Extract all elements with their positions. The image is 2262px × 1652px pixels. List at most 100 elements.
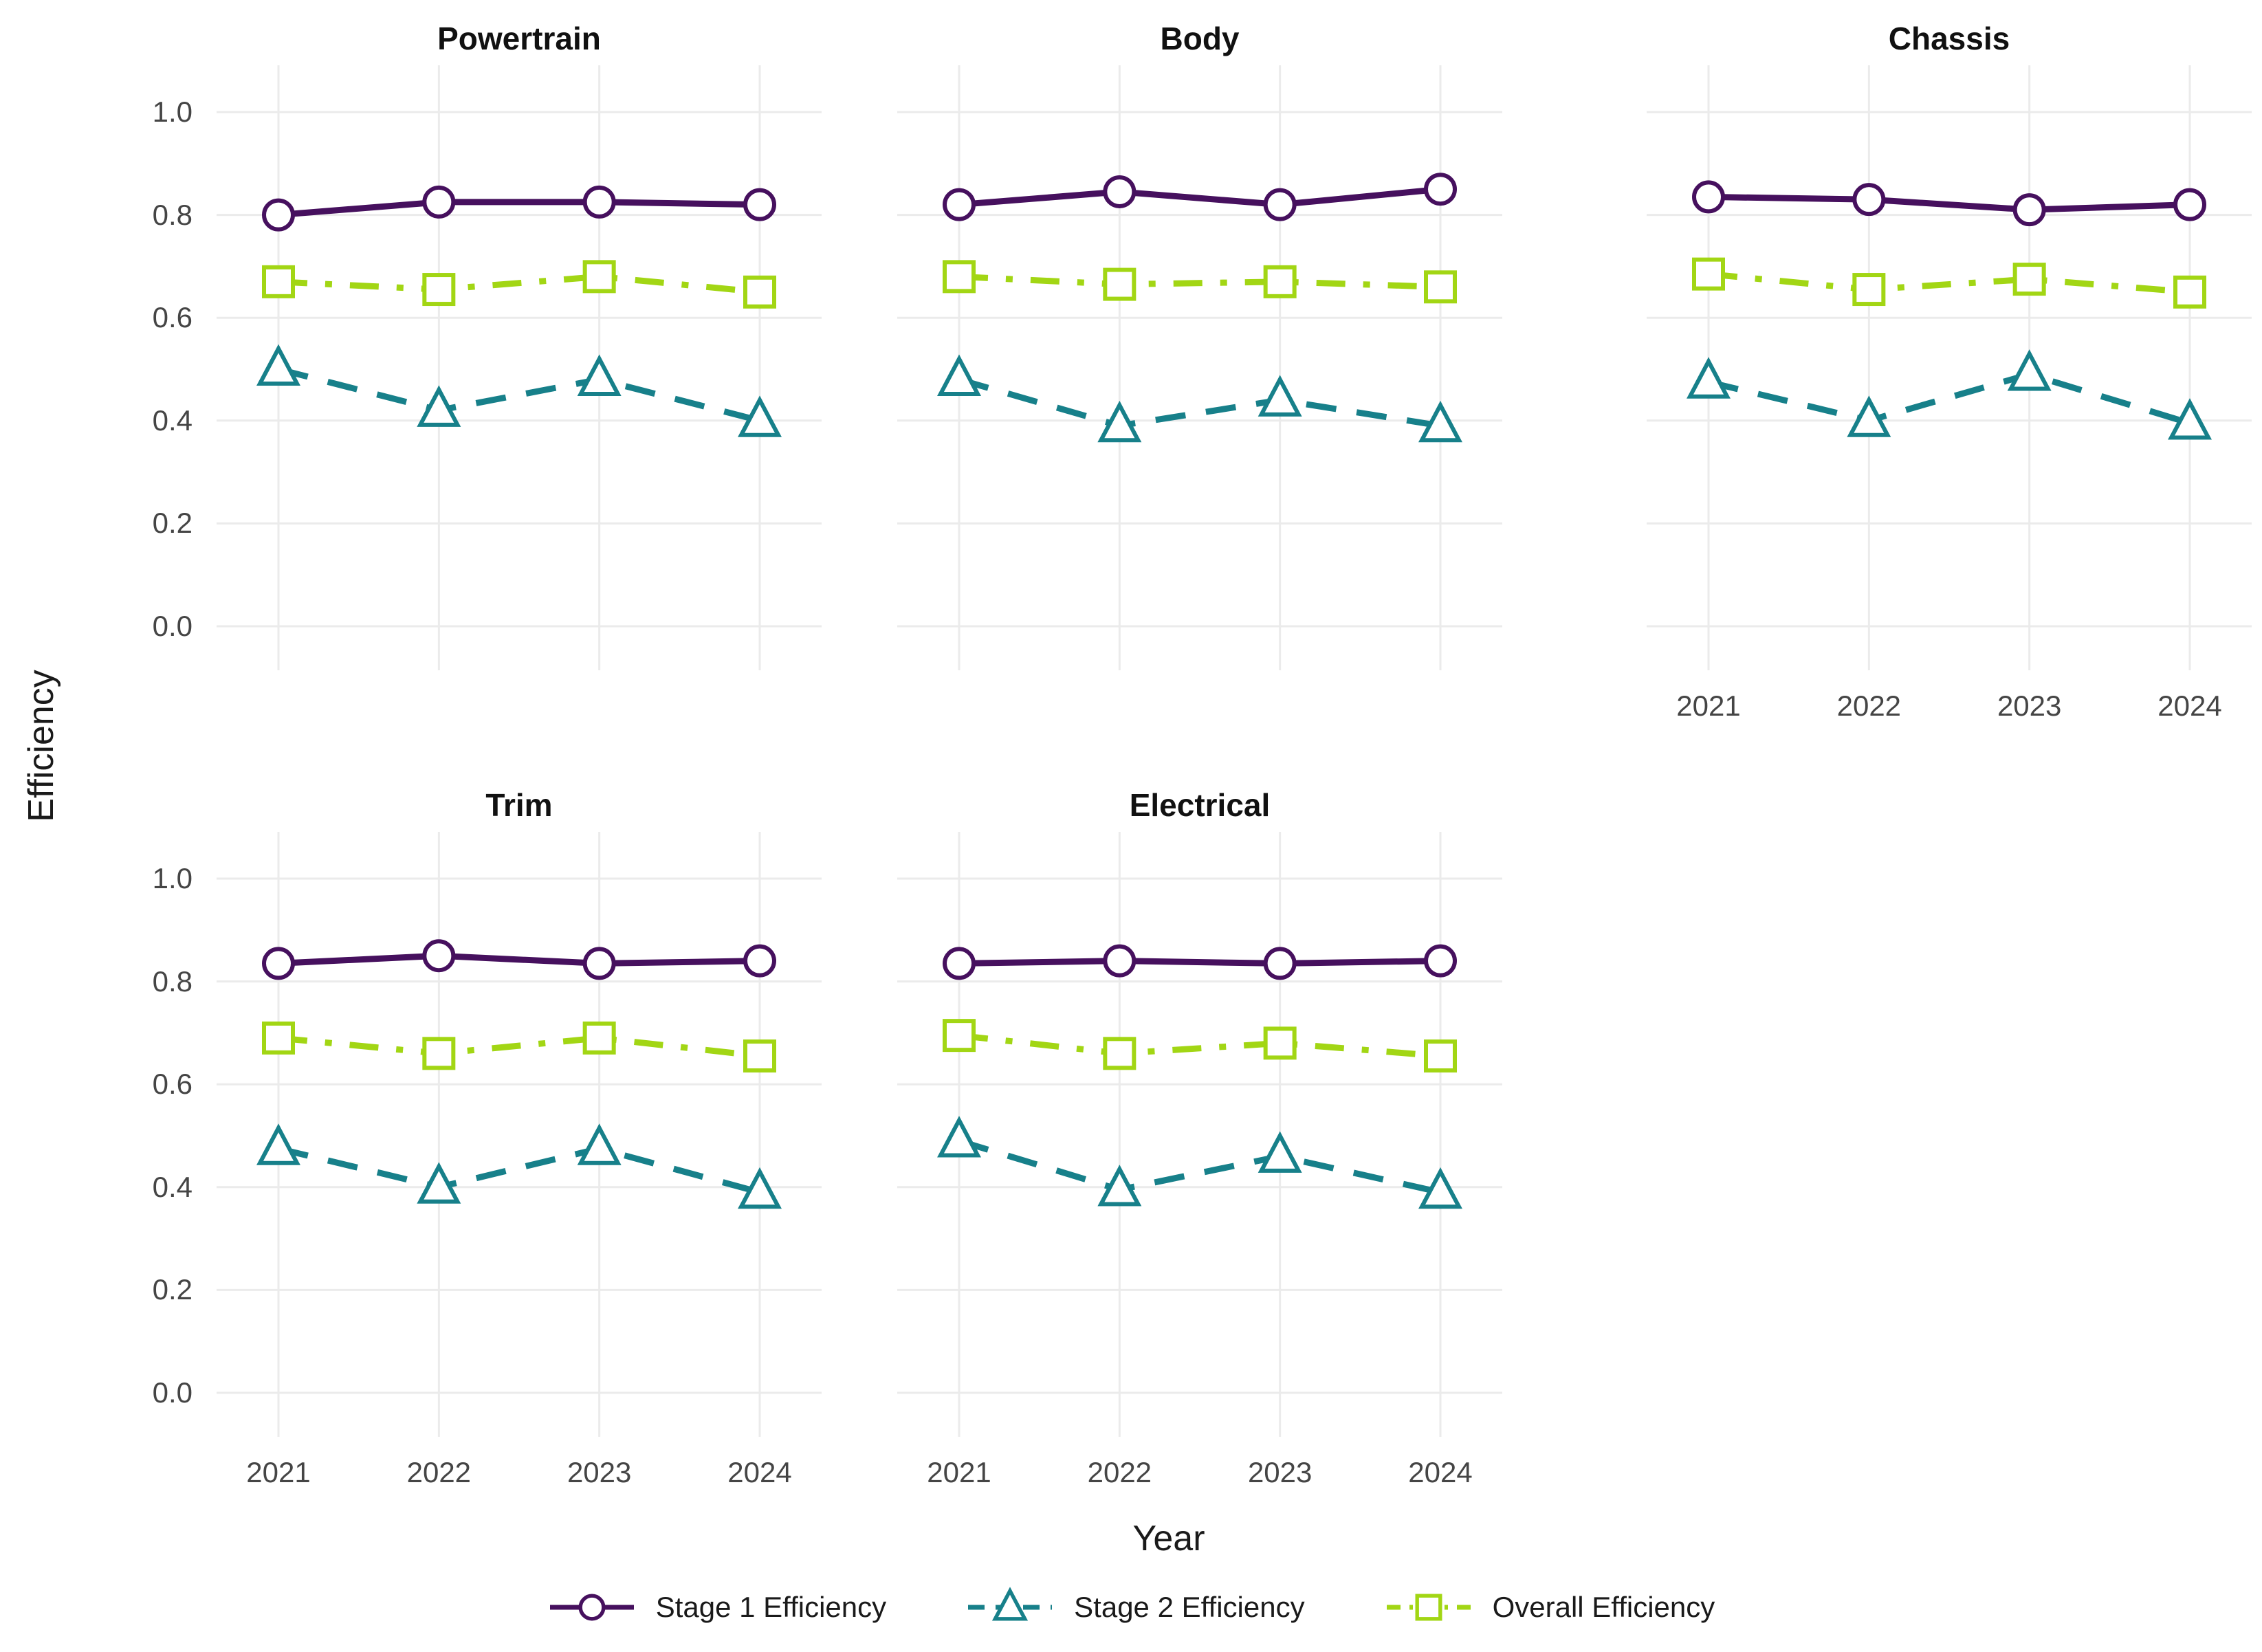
legend-item-overall: Overall Efficiency (1384, 1585, 1715, 1629)
square-marker (1263, 1026, 1297, 1060)
triangle-marker (1847, 395, 1891, 437)
triangle-marker (738, 1167, 782, 1209)
facet-body: Body (897, 21, 1502, 670)
y-tick-label: 0.8 (152, 965, 193, 998)
circle-marker (2173, 188, 2206, 221)
square-marker (1103, 1037, 1137, 1070)
circle-marker (1692, 180, 1725, 214)
facet-trim: Trim 0.0 0.2 0.4 0.6 0.8 1.0 2021 2022 2023 2024 (153, 787, 822, 1488)
series-line (958, 273, 1441, 290)
facet-chassis: Chassis 2021 2022 2023 2024 (1647, 21, 2252, 722)
facet-panel (217, 65, 822, 670)
legend-item-stage2: Stage 2 Efficiency (965, 1585, 1305, 1629)
circle-marker (743, 944, 776, 978)
legend-key-svg (968, 1587, 1053, 1621)
square-marker (582, 260, 616, 294)
series-line (1708, 271, 2190, 296)
y-tick-label: 0.0 (152, 610, 193, 642)
y-tick-label: 0.6 (152, 301, 193, 334)
circle-marker (1424, 173, 1457, 206)
circle-marker (422, 939, 456, 973)
stage1-circle-key-icon (547, 1585, 637, 1629)
circle-marker (582, 185, 616, 219)
x-tick-label: 2022 (1087, 1456, 1152, 1488)
x-tick-label: 2023 (1247, 1456, 1313, 1488)
circle-marker (582, 947, 616, 980)
series-line (277, 366, 761, 424)
triangle-marker (417, 385, 461, 427)
circle-marker (1263, 947, 1297, 980)
y-tick-label: 0.2 (152, 507, 193, 540)
circle-marker (2012, 193, 2046, 227)
square-marker (1424, 1039, 1457, 1073)
facet-plot-svg (897, 65, 1502, 670)
series-line (1707, 371, 2191, 426)
legend-key-svg (549, 1594, 634, 1621)
y-tick-label: 0.2 (152, 1273, 193, 1306)
legend-label: Stage 2 Efficiency (1074, 1591, 1305, 1623)
series-line (278, 952, 760, 967)
square-marker (1424, 270, 1457, 304)
square-marker (743, 275, 776, 309)
x-tick-label: 2022 (406, 1456, 472, 1488)
facet-title: Trim (485, 787, 553, 823)
square-marker (422, 1037, 456, 1070)
series-line (278, 199, 760, 219)
square-marker (262, 1021, 295, 1055)
y-tick-label: 0.0 (152, 1376, 193, 1409)
x-tick-label: 2023 (567, 1456, 632, 1488)
square-marker (1852, 273, 1886, 307)
legend: Stage 1 Efficiency Stage 2 Efficiency Ov… (0, 1585, 2262, 1629)
circle-marker (943, 188, 976, 221)
series-line (958, 1138, 1441, 1196)
series-line (277, 1145, 761, 1196)
series-line (958, 376, 1441, 429)
square-marker (1415, 1594, 1442, 1621)
triangle-marker (1258, 1131, 1302, 1173)
facet-panel (897, 65, 1502, 670)
x-tick-label: 2024 (727, 1456, 792, 1488)
triangle-marker (992, 1587, 1029, 1621)
y-tick-label: 0.4 (152, 404, 193, 437)
facet-plot-svg (897, 832, 1502, 1437)
square-marker (2012, 263, 2046, 296)
circle-marker (1103, 944, 1137, 978)
square-marker (2173, 275, 2206, 309)
square-marker (422, 273, 456, 307)
facet-title: Chassis (1888, 21, 2010, 56)
facet-title: Powertrain (437, 21, 601, 56)
facet-panel (897, 832, 1502, 1437)
triangle-marker (937, 1116, 981, 1158)
x-tick-label: 2024 (1408, 1456, 1473, 1488)
triangle-marker (417, 1162, 461, 1204)
square-marker (1103, 267, 1137, 301)
facet-title: Body (1160, 21, 1240, 56)
legend-label: Overall Efficiency (1492, 1591, 1715, 1623)
square-marker (1263, 265, 1297, 298)
circle-marker (262, 947, 295, 980)
triangle-marker (577, 1123, 622, 1165)
facet-plot-svg (217, 65, 822, 670)
x-tick-label: 2021 (927, 1456, 991, 1488)
triangle-marker (2007, 349, 2052, 391)
legend-label: Stage 1 Efficiency (655, 1591, 887, 1623)
facet-plot-svg (217, 832, 822, 1437)
triangle-marker (2168, 398, 2212, 440)
facet-title: Electrical (1129, 787, 1271, 823)
circle-marker (943, 947, 976, 980)
circle-marker (1103, 175, 1137, 208)
triangle-marker (1258, 375, 1302, 417)
triangle-marker (738, 395, 782, 437)
triangle-marker (1418, 1167, 1462, 1209)
triangle-marker (1097, 1165, 1142, 1207)
series-line (1708, 193, 2190, 213)
series-line (958, 186, 1441, 208)
circle-marker (422, 185, 456, 219)
square-marker (743, 1039, 776, 1073)
facet-electrical: Electrical 2021 2022 2023 2024 (897, 787, 1502, 1488)
x-axis-title: Year (1132, 1519, 1205, 1559)
x-tick-label: 2021 (1676, 690, 1741, 722)
square-marker (262, 265, 295, 298)
square-marker (943, 260, 976, 294)
